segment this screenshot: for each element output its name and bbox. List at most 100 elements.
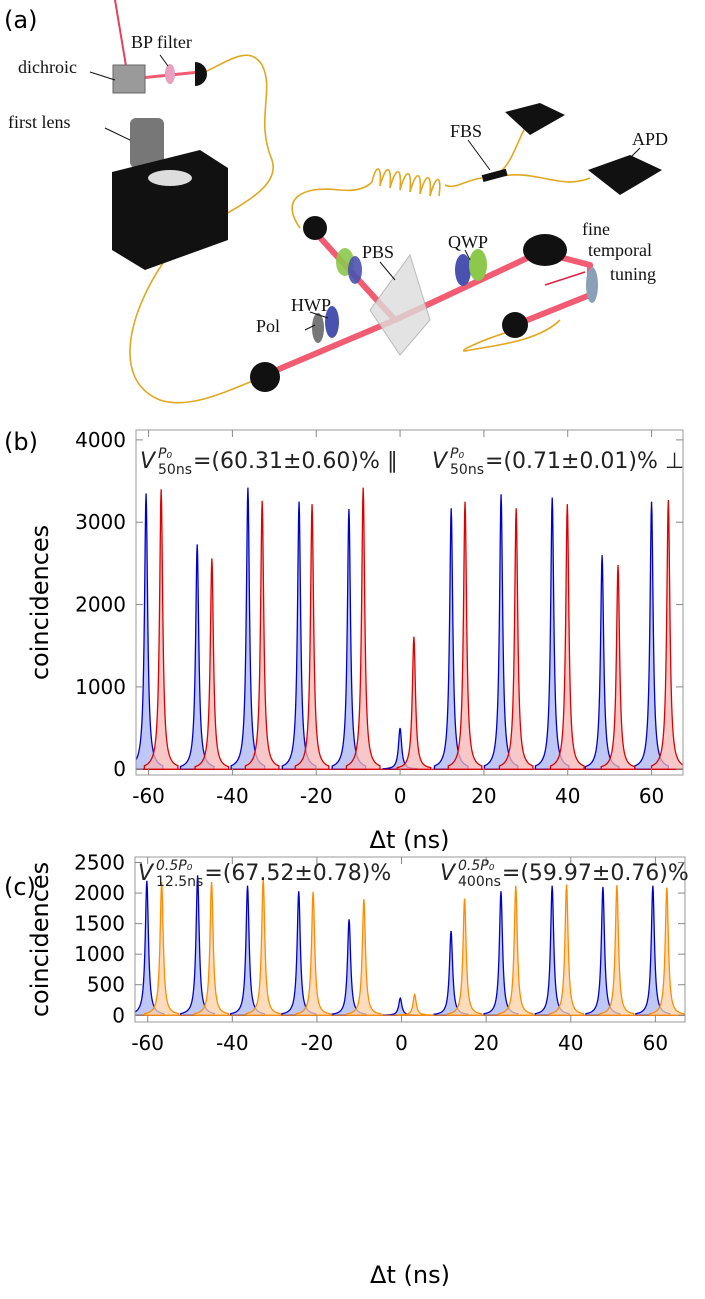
peak [498, 508, 534, 770]
diagram-label: Pol [256, 316, 280, 336]
annotation-text: =(67.52±0.78)% [204, 861, 391, 886]
dichroic-cube [112, 64, 146, 94]
peak [600, 565, 636, 770]
annotation-text: =(59.97±0.76)% [502, 861, 689, 886]
first-lens [130, 118, 164, 168]
annotation-sub: 12.5ns [156, 874, 203, 890]
y-tick-label: 1000 [75, 675, 126, 699]
diagram-label: QWP [448, 232, 488, 252]
x-tick-label: -20 [301, 1031, 334, 1055]
annotation-sup: 0.5P₀ [156, 858, 193, 874]
annotation-sup: P₀ [158, 446, 172, 462]
peak [599, 885, 635, 1016]
annotation-text: =(0.71±0.01)% ⊥ [485, 449, 684, 474]
apd-1 [505, 103, 565, 135]
peak [194, 882, 230, 1016]
hwp [325, 306, 339, 338]
peak [244, 500, 280, 770]
y-tick-label: 4000 [75, 428, 126, 452]
peak [396, 636, 432, 770]
x-tick-label: 20 [473, 1031, 498, 1055]
x-tick-label: -60 [132, 784, 165, 808]
y-tick-label: 500 [87, 973, 125, 997]
y-tick-label: 0 [112, 1003, 125, 1027]
waveplate [455, 254, 471, 286]
setup-diagram: (a) dichroic BP filter first lens FBS AP… [4, 0, 668, 404]
diagram-label: fine [582, 219, 610, 239]
y-tick-label: 1000 [74, 942, 125, 966]
plot-frame [135, 429, 684, 776]
peak [649, 887, 685, 1016]
diagram-label: tuning [610, 264, 656, 284]
detector [250, 362, 280, 392]
y-tick-label: 2000 [74, 881, 125, 905]
diagram-label: HWP [291, 295, 331, 315]
annotation-sub: 50ns [450, 462, 484, 478]
peak [144, 882, 180, 1016]
sample-box [112, 150, 228, 270]
x-axis-label: Δt (ns) [370, 1261, 450, 1289]
x-tick-label: -60 [131, 1031, 164, 1055]
apd-2 [588, 155, 662, 195]
diagram-label: temporal [588, 240, 652, 260]
panel-label: (a) [4, 6, 37, 34]
annotation-symbol: V [138, 861, 155, 886]
peak [194, 558, 230, 770]
peak [346, 899, 382, 1016]
detector [195, 62, 207, 86]
diagram-label: first lens [8, 112, 71, 132]
window [148, 170, 192, 186]
waveplate [348, 256, 362, 284]
annotation-symbol: V [140, 449, 157, 474]
x-tick-label: -20 [300, 784, 333, 808]
peak [447, 501, 483, 770]
leader-lines [89, 54, 641, 331]
qwp [469, 249, 487, 281]
peak [294, 504, 330, 770]
tuning-arrow [544, 271, 586, 286]
diagram-label: PBS [362, 242, 394, 262]
x-tick-label: 0 [394, 784, 407, 808]
peak [548, 884, 585, 1016]
x-tick-label: 60 [643, 1031, 668, 1055]
x-tick-label: 0 [395, 1031, 408, 1055]
peak [295, 891, 331, 1016]
pbs-cube [369, 253, 431, 356]
peak [245, 878, 281, 1016]
peak [549, 504, 585, 770]
diagram-label: APD [632, 129, 668, 149]
peak [345, 487, 381, 770]
plot-frame [134, 856, 686, 1023]
peak [498, 885, 534, 1016]
peak [397, 992, 433, 1016]
plot-area [136, 487, 683, 770]
fbs [481, 168, 508, 182]
x-tick-label: 40 [555, 784, 580, 808]
annotation-sub: 50ns [158, 462, 192, 478]
y-tick-label: 1500 [74, 912, 125, 936]
detector [303, 216, 327, 240]
y-axis-label: coincidences [26, 862, 54, 1017]
diagram-label: BP filter [131, 32, 192, 52]
mirror [586, 267, 598, 303]
x-tick-label: 20 [471, 784, 496, 808]
y-axis-label: coincidences [26, 525, 54, 680]
detector [502, 312, 528, 338]
panel-label: (c) [4, 873, 36, 901]
x-tick-label: 60 [639, 784, 664, 808]
bp-filter [165, 64, 175, 84]
annotation-symbol: V [432, 449, 449, 474]
annotation-sub: 400ns [458, 874, 501, 890]
mirror [523, 234, 567, 266]
x-tick-label: -40 [216, 784, 249, 808]
x-axis-label: Δt (ns) [370, 826, 450, 854]
y-tick-label: 3000 [75, 510, 126, 534]
annotation-sup: 0.5P₀ [458, 858, 495, 874]
peak [143, 489, 179, 770]
panel-label: (b) [4, 428, 38, 456]
peak [650, 499, 683, 770]
annotation-text: =(60.31±0.60)% ∥ [193, 449, 398, 474]
x-tick-label: -40 [216, 1031, 249, 1055]
peak [447, 898, 483, 1016]
